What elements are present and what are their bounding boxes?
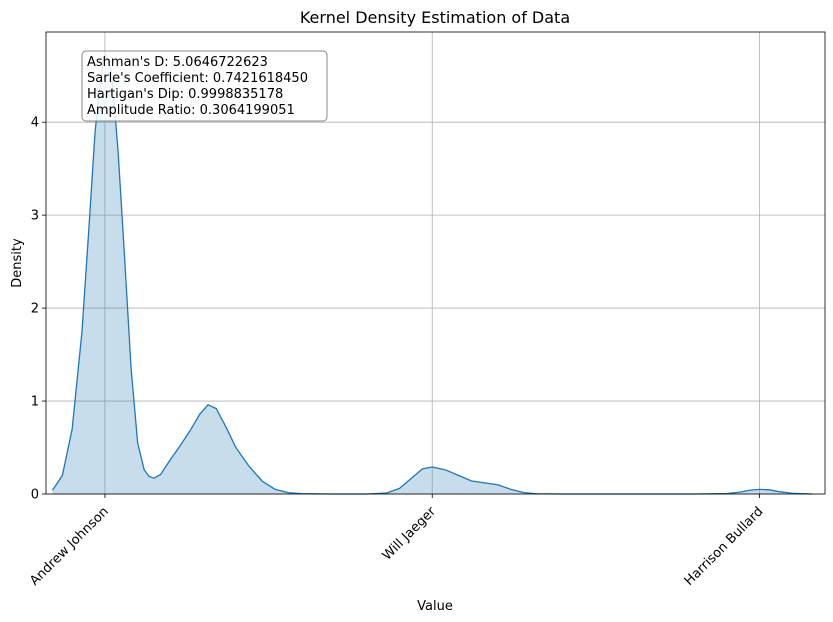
stats-box-background — [81, 50, 328, 122]
y-tick-label: 1 — [31, 395, 39, 410]
stat-ashmans-d: Ashman's D: 5.0646722623 — [87, 55, 268, 70]
y-tick-label: 3 — [31, 209, 39, 224]
x-axis-label: Value — [417, 599, 453, 614]
stat-hartigans-dip: Hartigan's Dip: 0.9998835178 — [87, 87, 283, 102]
y-axis: 0 1 2 3 4 — [31, 116, 46, 503]
stats-box: Ashman's D: 5.0646722623 Sarle's Coeffic… — [81, 50, 328, 122]
y-tick-label: 2 — [31, 302, 39, 317]
density-area-fill — [52, 52, 812, 494]
plot-frame — [45, 31, 826, 495]
y-axis-label: Density — [10, 238, 25, 288]
chart-title: Kernel Density Estimation of Data — [300, 8, 570, 27]
stat-amplitude-ratio: Amplitude Ratio: 0.3064199051 — [87, 103, 295, 118]
y-tick-label: 4 — [31, 116, 39, 131]
stat-sarles-coefficient: Sarle's Coefficient: 0.7421618450 — [87, 71, 308, 86]
y-tick-label: 0 — [31, 488, 39, 503]
